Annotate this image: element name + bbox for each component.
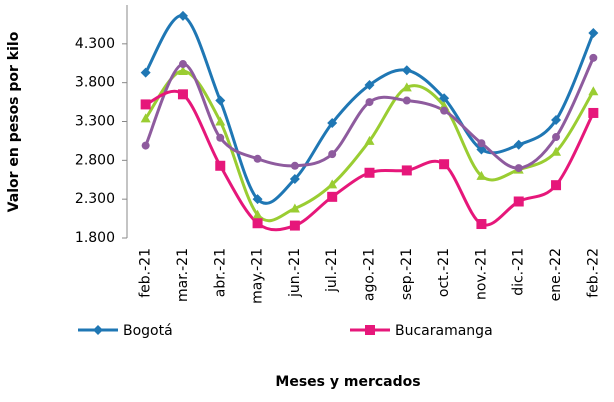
point — [216, 133, 225, 142]
x-tick-label: ago.-21 — [362, 248, 378, 301]
point — [551, 114, 562, 125]
point — [177, 66, 188, 76]
point — [215, 116, 226, 126]
point — [589, 53, 598, 62]
point — [364, 167, 375, 178]
point — [588, 107, 599, 118]
series-line — [145, 89, 595, 232]
point — [364, 135, 375, 145]
x-axis-title: Meses y mercados — [275, 374, 420, 390]
point — [215, 95, 226, 106]
y-tick-label: 2.300 — [75, 191, 115, 207]
x-tick-label: may.-21 — [250, 248, 266, 304]
point — [365, 98, 374, 107]
legend-marker — [365, 325, 375, 335]
y-tick-label: 4.300 — [75, 36, 115, 52]
point — [140, 113, 151, 123]
x-tick-label: jun.-21 — [287, 248, 303, 298]
point — [552, 133, 561, 142]
point — [289, 220, 300, 231]
x-tick-label: jul.-21 — [324, 248, 340, 293]
y-tick-label: 3.300 — [75, 114, 115, 130]
legend-marker — [93, 325, 103, 335]
y-tick-label: 1.800 — [75, 230, 115, 246]
point — [328, 150, 337, 159]
point — [141, 141, 150, 150]
point — [439, 159, 450, 170]
point — [327, 118, 338, 129]
point — [289, 203, 300, 213]
x-tick-label: sep.-21 — [399, 248, 415, 300]
x-tick-label: mar.-21 — [175, 248, 191, 302]
x-tick-label: feb.-22 — [585, 248, 601, 298]
legend-label: Bogotá — [123, 323, 173, 339]
point — [177, 89, 188, 100]
point — [252, 209, 263, 219]
x-tick-label: nov.-21 — [473, 248, 489, 300]
y-axis-title: Valor en pesos por kilo — [6, 31, 22, 212]
point — [178, 60, 187, 69]
point — [402, 96, 411, 105]
x-tick-label: abr.-21 — [212, 248, 228, 297]
point — [439, 93, 450, 104]
y-tick-label: 3.800 — [75, 75, 115, 91]
x-tick-label: ene.-22 — [548, 248, 564, 301]
point — [513, 196, 524, 207]
point — [440, 106, 449, 115]
point — [140, 67, 151, 78]
point — [513, 139, 524, 150]
point — [551, 180, 562, 191]
point — [289, 173, 300, 184]
point — [588, 27, 599, 38]
point — [364, 79, 375, 90]
point — [514, 164, 523, 173]
point — [327, 179, 338, 189]
point — [477, 139, 486, 148]
point — [401, 165, 412, 176]
point — [476, 144, 487, 155]
point — [551, 146, 562, 156]
point — [253, 154, 262, 163]
point — [215, 160, 226, 171]
x-tick-label: oct.-21 — [436, 248, 452, 297]
point — [140, 99, 151, 110]
point — [588, 86, 599, 96]
point — [290, 161, 299, 170]
point — [401, 82, 412, 92]
point — [252, 218, 263, 229]
x-tick-label: feb.-21 — [138, 248, 154, 298]
y-tick-label: 2.800 — [75, 152, 115, 168]
point — [476, 170, 487, 180]
point — [476, 219, 487, 230]
x-tick-label: dic.-21 — [511, 248, 527, 296]
legend-label: Bucaramanga — [395, 323, 493, 339]
point — [252, 194, 263, 205]
point — [401, 65, 412, 76]
point — [327, 191, 338, 202]
point — [177, 10, 188, 21]
